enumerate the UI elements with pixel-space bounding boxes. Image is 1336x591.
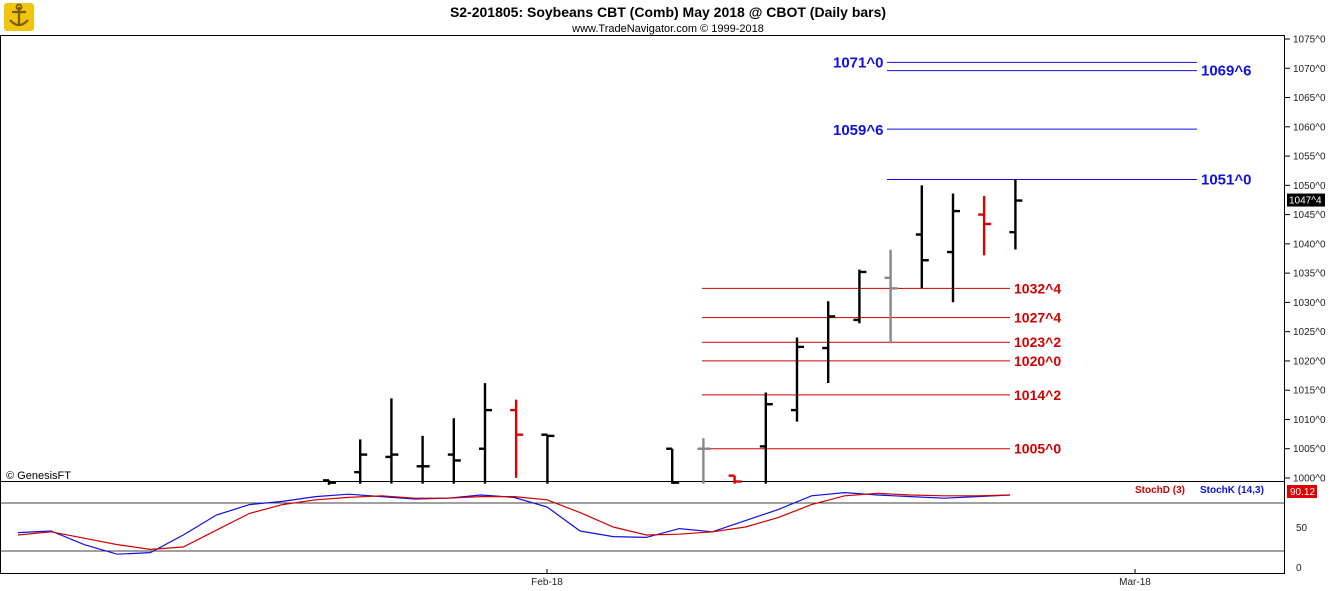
level-label: 1059^6 — [833, 122, 883, 139]
price-bars — [323, 179, 1023, 485]
stoch-series-line — [17, 492, 1011, 551]
y-tick-label: 1045^0 — [1293, 210, 1326, 221]
chart-subtitle: www.TradeNavigator.com © 1999-2018 — [571, 23, 764, 35]
stoch-tick-label: 0 — [1296, 563, 1302, 574]
stochastic-pane: 50 0 StochD (3) StochK (14,3) 90.12 — [0, 485, 1317, 574]
level-label: 1020^0 — [1014, 353, 1061, 369]
x-tick-label: Feb-18 — [531, 577, 563, 588]
date-axis: Feb-18 Mar-18 — [531, 569, 1151, 588]
price-levels: 1071^0 1069^6 1059^6 1051^0 1032^4 1027^4 1023… — [702, 54, 1251, 457]
y-tick-label: 1005^0 — [1293, 444, 1326, 455]
anchor-logo-icon — [4, 3, 34, 31]
level-label: 1005^0 — [1014, 441, 1061, 457]
y-tick-label: 1030^0 — [1293, 298, 1326, 309]
plot-frame — [0, 35, 1285, 574]
chart-title: S2-201805: Soybeans CBT (Comb) May 2018 … — [450, 4, 886, 20]
stoch-value-label: 90.12 — [1290, 487, 1315, 498]
y-tick-label: 1010^0 — [1293, 415, 1326, 426]
x-tick-label: Mar-18 — [1119, 577, 1151, 588]
level-label: 1023^2 — [1014, 334, 1061, 350]
level-label: 1027^4 — [1014, 310, 1061, 326]
watermark-text: © GenesisFT — [6, 470, 71, 482]
y-tick-label: 1055^0 — [1293, 152, 1326, 163]
stoch-value-tag — [1287, 485, 1317, 498]
stoch-tick-label: 50 — [1296, 523, 1308, 534]
y-tick-label: 1020^0 — [1293, 356, 1326, 367]
stoch-series-line — [17, 491, 1011, 555]
price-axis: 1075^0 1070^0 1065^0 1060^0 1055^0 1050^0 1045… — [1284, 35, 1326, 485]
last-price-label: 1047^4 — [1289, 196, 1322, 207]
y-tick-label: 1035^0 — [1293, 269, 1326, 280]
level-label: 1051^0 — [1201, 171, 1251, 188]
last-price-tag — [1287, 193, 1325, 207]
level-label: 1069^6 — [1201, 63, 1251, 80]
y-tick-label: 1065^0 — [1293, 93, 1326, 104]
y-tick-label: 1040^0 — [1293, 239, 1326, 250]
level-label: 1071^0 — [833, 54, 883, 71]
level-label: 1032^4 — [1014, 280, 1061, 296]
y-tick-label: 1075^0 — [1293, 35, 1326, 46]
level-label: 1014^2 — [1014, 387, 1061, 403]
stoch-d-legend: StochD (3) — [1135, 485, 1185, 496]
stoch-k-legend: StochK (14,3) — [1200, 485, 1264, 496]
y-tick-label: 1000^0 — [1293, 474, 1326, 485]
y-tick-label: 1070^0 — [1293, 64, 1326, 75]
y-tick-label: 1060^0 — [1293, 122, 1326, 133]
y-tick-label: 1015^0 — [1293, 386, 1326, 397]
y-tick-label: 1025^0 — [1293, 327, 1326, 338]
y-tick-label: 1050^0 — [1293, 181, 1326, 192]
